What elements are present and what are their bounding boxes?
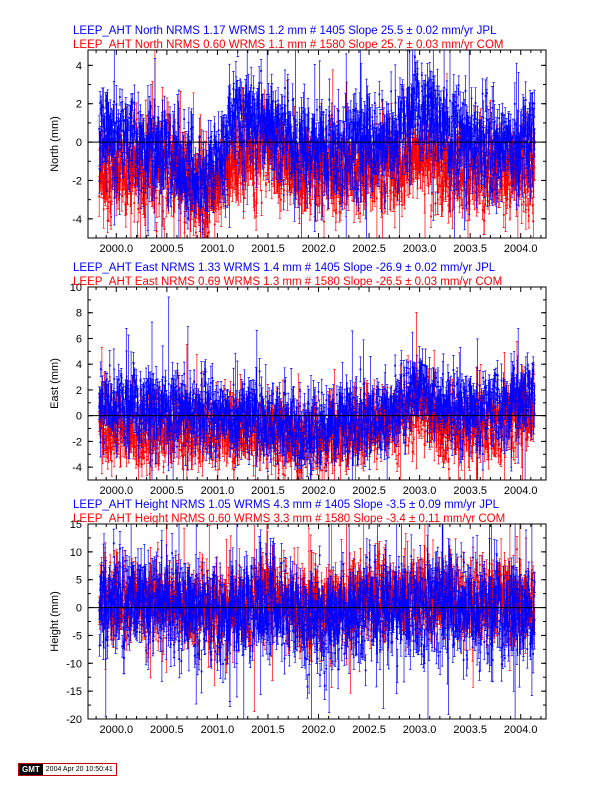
x-tick-label: 2002.5 [352,724,386,736]
y-tick-label: -2 [72,175,82,187]
panel-3-title-line-1: LEEP_AHT Height NRMS 1.05 WRMS 4.3 mm # … [73,499,500,511]
gmt-timestamp-stamp: GMT 2004 Apr 20 10:50:41 [18,763,117,776]
x-tick-label: 2001.5 [251,724,285,736]
y-tick-label: -2 [72,436,82,448]
panel-2-frame [87,286,547,481]
x-tick-label: 2004.0 [504,243,538,255]
gmt-timestamp: 2004 Apr 20 10:50:41 [45,766,113,773]
panel-2-title-line-2: LEEP_AHT East NRMS 0.69 WRMS 1.3 mm # 15… [73,276,502,288]
panel-1-title-line-1: LEEP_AHT North NRMS 1.17 WRMS 1.2 mm # 1… [73,25,497,37]
x-tick-label: 2001.5 [251,243,285,255]
y-axis-label: North (mm) [49,116,61,172]
panel-2: LEEP_AHT East NRMS 1.33 WRMS 1.4 mm # 14… [49,262,547,497]
x-tick-label: 2003.0 [403,724,437,736]
x-tick-label: 2003.0 [403,243,437,255]
panel-3: LEEP_AHT Height NRMS 1.05 WRMS 4.3 mm # … [49,499,547,736]
y-tick-label: -10 [66,658,82,670]
y-tick-label: 4 [76,60,82,72]
y-tick-label: 6 [76,333,82,345]
y-tick-label: 0 [76,603,82,615]
y-tick-label: 2 [76,99,82,111]
series-jpl-points [98,542,536,688]
series-jpl [98,50,536,238]
x-tick-label: 2002.0 [302,724,336,736]
y-tick-label: 10 [70,282,82,294]
x-tick-label: 2003.0 [403,485,437,497]
panel-1-frame [87,49,547,239]
x-tick-label: 2000.0 [99,485,133,497]
panel-1: LEEP_AHT North NRMS 1.17 WRMS 1.2 mm # 1… [49,25,547,255]
gmt-logo: GMT [19,764,43,775]
x-tick-label: 2003.5 [453,485,487,497]
x-tick-label: 2000.5 [150,485,184,497]
x-tick-label: 2002.5 [352,485,386,497]
x-tick-label: 2004.0 [504,724,538,736]
y-axis-label: Height (mm) [49,591,61,652]
panel-2-data [97,296,536,480]
x-tick-label: 2002.0 [302,485,336,497]
y-tick-label: 15 [70,519,82,531]
x-tick-label: 2004.0 [504,485,538,497]
y-tick-label: 2 [76,385,82,397]
y-tick-label: 0 [76,411,82,423]
y-tick-label: 5 [76,575,82,587]
x-tick-label: 2003.5 [453,724,487,736]
x-tick-label: 2000.0 [99,243,133,255]
panel-2-title-line-1: LEEP_AHT East NRMS 1.33 WRMS 1.4 mm # 14… [73,262,496,274]
x-tick-label: 2000.5 [150,724,184,736]
x-tick-label: 2000.5 [150,243,184,255]
x-tick-label: 2001.0 [201,724,235,736]
panel-1-data [98,50,536,238]
y-tick-label: 8 [76,308,82,320]
y-tick-label: 10 [70,547,82,559]
series-jpl [97,296,536,480]
y-axis-label: East (mm) [49,358,61,409]
y-tick-label: -20 [66,714,82,726]
y-tick-label: -15 [66,686,82,698]
panel-3-data [98,524,536,719]
y-tick-label: 0 [76,137,82,149]
series-jpl [98,524,536,719]
series-jpl-points [98,361,536,476]
x-tick-label: 2002.5 [352,243,386,255]
series-jpl-points [98,56,536,230]
x-tick-label: 2001.0 [201,243,235,255]
y-tick-label: -5 [72,630,82,642]
x-tick-label: 2001.5 [251,485,285,497]
x-tick-label: 2000.0 [99,724,133,736]
y-tick-label: -4 [72,462,82,474]
y-tick-label: 4 [76,359,82,371]
y-tick-label: -4 [72,214,82,226]
x-tick-label: 2001.0 [201,485,235,497]
x-tick-label: 2003.5 [453,243,487,255]
x-tick-label: 2002.0 [302,243,336,255]
panel-3-title-line-2: LEEP_AHT Height NRMS 0.60 WRMS 3.3 mm # … [73,513,505,525]
series-jpl-error-bars [97,296,536,480]
panel-1-title-line-2: LEEP_AHT North NRMS 0.60 WRMS 1.1 mm # 1… [73,39,503,51]
